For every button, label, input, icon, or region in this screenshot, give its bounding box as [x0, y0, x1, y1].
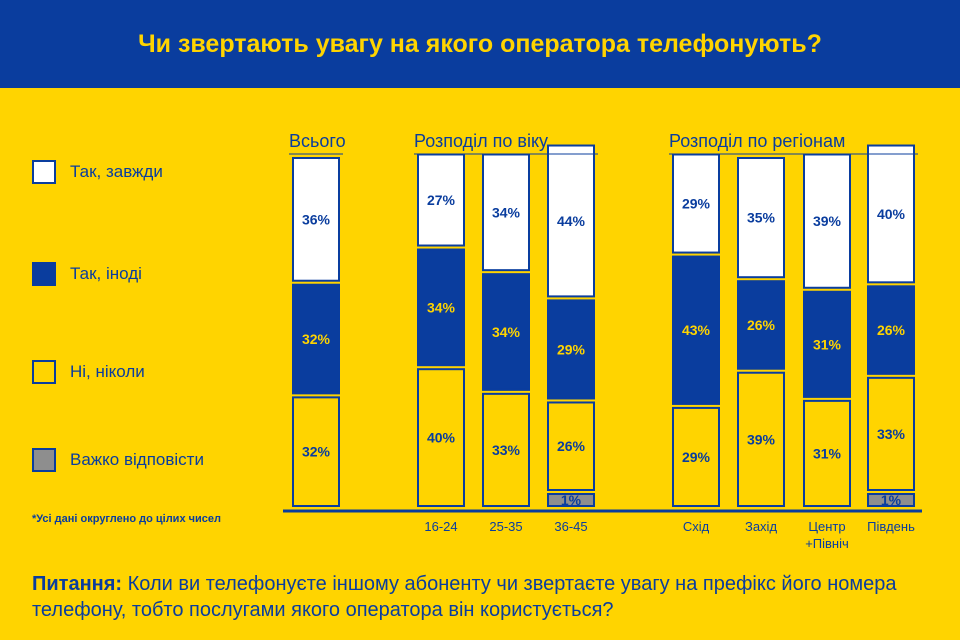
bar-segment [867, 144, 915, 284]
bar-value-label: 1% [561, 492, 582, 508]
bar-value-label: 32% [302, 331, 331, 347]
bar-value-label: 40% [877, 206, 906, 222]
bar-value-label: 26% [557, 438, 586, 454]
bar-segment [547, 493, 595, 507]
bar-segment [737, 280, 785, 370]
bar-value-label: 43% [682, 322, 711, 338]
bar-segment [292, 283, 340, 395]
legend-swatch-always [32, 160, 56, 184]
bar-segment [867, 493, 915, 507]
bar-segment [672, 406, 720, 508]
bar-value-label: 29% [682, 449, 711, 465]
bar-segment [547, 401, 595, 492]
bar-segment [482, 273, 530, 391]
legend-swatch-hard-to-say [32, 448, 56, 472]
bar-value-label: 29% [557, 341, 586, 357]
bar-value-label: 39% [813, 213, 842, 229]
group-header: Розподіл по регіонам [669, 131, 845, 151]
bar-value-label: 27% [427, 192, 456, 208]
bar-segment [417, 248, 465, 367]
group-header: Розподіл по віку [414, 131, 548, 151]
bar-segment [547, 144, 595, 298]
category-label: 25-35 [489, 519, 522, 534]
legend-label-sometimes: Так, іноді [70, 264, 142, 283]
bar-value-label: 33% [492, 442, 521, 458]
bar-value-label: 34% [492, 324, 521, 340]
legend-label-always: Так, завжди [70, 162, 163, 181]
bar-segment [737, 157, 785, 279]
category-label: 16-24 [424, 519, 457, 534]
category-label: +Північ [805, 536, 849, 551]
category-label: Захід [745, 519, 777, 534]
bar-segment [737, 371, 785, 507]
bar-value-label: 34% [427, 299, 456, 315]
bar-value-label: 34% [492, 204, 521, 220]
bar-segment [482, 392, 530, 507]
bar-value-label: 39% [747, 431, 776, 447]
header-bar [0, 0, 960, 88]
bar-segment [417, 368, 465, 508]
bar-segment [867, 376, 915, 491]
bar-value-label: 44% [557, 213, 586, 229]
legend-label-never: Ні, ніколи [70, 362, 145, 381]
footnote: *Усі дані округлено до цілих чисел [32, 513, 221, 525]
bar-segment [803, 290, 851, 398]
question-text: Коли ви телефонуєте іншому абоненту чи з… [32, 573, 897, 621]
bar-value-label: 32% [302, 444, 331, 460]
category-label: 36-45 [554, 519, 587, 534]
bar-segment [803, 153, 851, 289]
question-label: Питання: [32, 573, 123, 595]
bar-segment [292, 396, 340, 507]
bar-segment [417, 153, 465, 247]
legend-swatch-sometimes [32, 262, 56, 286]
category-label: Південь [867, 519, 915, 534]
bar-value-label: 29% [682, 196, 711, 212]
bar-value-label: 36% [302, 211, 331, 227]
bar-segment [803, 399, 851, 508]
bar-segment [867, 285, 915, 375]
bar-value-label: 26% [877, 322, 906, 338]
legend-swatch-never [32, 360, 56, 384]
group-header: Всього [289, 131, 346, 151]
question-block: Питання: Коли ви телефонуєте іншому абон… [32, 571, 932, 623]
bar-segment [672, 153, 720, 254]
page-title: Чи звертають увагу на якого оператора те… [138, 30, 822, 58]
legend-label-hard-to-say: Важко відповісти [70, 450, 204, 469]
bar-value-label: 40% [427, 430, 456, 446]
bar-value-label: 33% [877, 426, 906, 442]
bar-value-label: 1% [881, 492, 902, 508]
bar-value-label: 26% [747, 317, 776, 333]
bar-segment [292, 157, 340, 282]
bar-segment [547, 299, 595, 400]
bar-segment [672, 255, 720, 405]
bar-value-label: 31% [813, 336, 842, 352]
bar-value-label: 31% [813, 445, 842, 461]
category-label: Центр [808, 519, 845, 534]
bar-value-label: 35% [747, 210, 776, 226]
category-label: Схід [683, 519, 710, 534]
